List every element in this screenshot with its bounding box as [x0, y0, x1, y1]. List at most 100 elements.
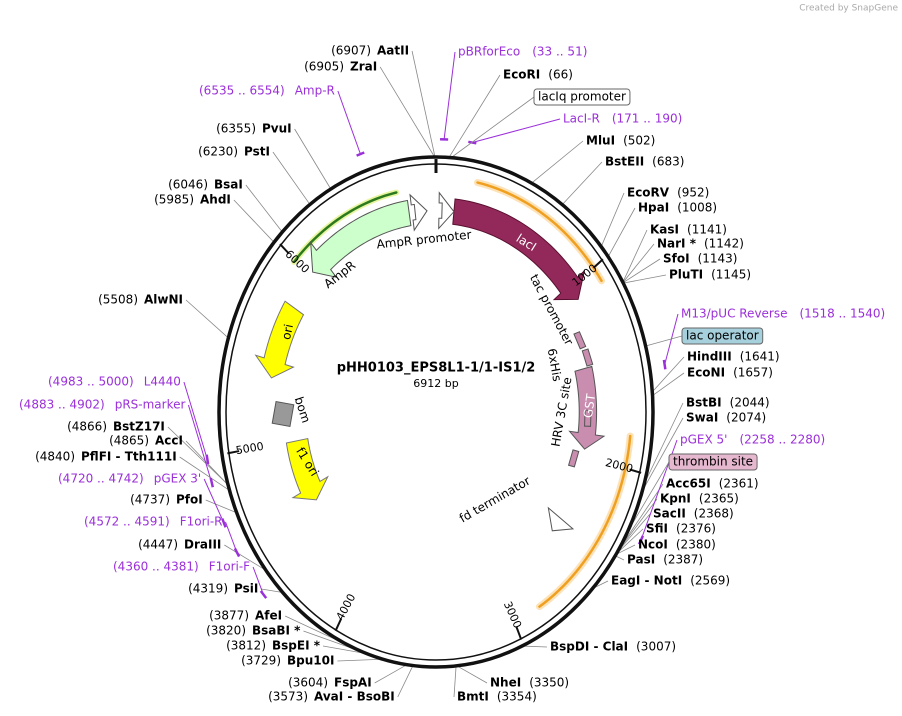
site-name: PflFI - Tth111I	[81, 450, 177, 464]
site-leader	[379, 66, 435, 158]
site-name: PasI	[627, 553, 655, 567]
annotation-box	[533, 88, 631, 106]
site-position: (6230)	[198, 145, 238, 159]
site-position: (2044)	[730, 396, 770, 410]
primer-range: (33 .. 51)	[532, 45, 587, 59]
site-position: (2365)	[699, 492, 739, 506]
annotation-leader	[627, 461, 670, 532]
ruler-label: 6000	[282, 248, 311, 277]
site-leader	[453, 665, 457, 698]
site-position: (2569)	[690, 574, 730, 588]
small-feature	[581, 348, 594, 367]
site-name: EagI - NotI	[611, 574, 682, 588]
ruler-tick	[227, 450, 240, 455]
site-position: (6907)	[331, 44, 371, 58]
site-position: (1008)	[677, 201, 717, 215]
annotation-leader	[645, 335, 683, 347]
site-leader	[652, 372, 685, 396]
site-name: SwaI	[686, 411, 718, 425]
leader-lines	[167, 50, 685, 698]
primer-leader	[472, 118, 561, 143]
site-name: BstEII	[605, 155, 644, 169]
primer-range: (4883 .. 4902)	[19, 398, 105, 412]
primer-mark	[205, 454, 210, 465]
primer-name: F1ori-F	[209, 560, 250, 574]
bom-mark	[271, 401, 295, 427]
primer-mark	[221, 518, 227, 528]
site-position: (4865)	[109, 434, 149, 448]
site-leader	[448, 74, 501, 158]
site-position: (3812)	[226, 639, 266, 653]
site-leader	[622, 229, 648, 283]
site-leader	[397, 665, 414, 698]
site-position: (2380)	[676, 538, 716, 552]
primer-leader	[187, 404, 213, 483]
site-name: AhdI	[200, 193, 231, 207]
site-name: AccI	[155, 434, 183, 448]
site-leader	[531, 140, 584, 184]
site-leader	[233, 199, 275, 243]
ruler-label: 3000	[501, 599, 524, 630]
site-name: NcoI	[638, 538, 668, 552]
annotation-leader	[450, 96, 535, 158]
primer-leader	[225, 521, 238, 553]
primer-name: Amp-R	[295, 84, 335, 98]
fd-terminator-arrow	[547, 506, 575, 532]
site-name: PvuI	[262, 122, 292, 136]
site-position: (4319)	[188, 582, 228, 596]
site-leader	[522, 645, 548, 648]
site-name: SfiI	[646, 522, 668, 536]
primer-mark	[233, 547, 241, 558]
primer-leader	[252, 566, 264, 595]
site-position: (3350)	[529, 676, 569, 690]
site-name: BspEI *	[272, 639, 321, 653]
site-position: (2074)	[726, 411, 766, 425]
site-leader	[652, 356, 685, 393]
ruler-label: 5000	[235, 440, 265, 457]
primer-range: (6535 .. 6554)	[199, 84, 285, 98]
orange-band	[538, 434, 632, 608]
site-leader	[607, 207, 636, 257]
primer-name: F1ori-R	[180, 515, 223, 529]
site-position: (3007)	[636, 640, 676, 654]
primer-name: LacI-R	[563, 112, 600, 126]
site-position: (66)	[548, 68, 573, 82]
site-leader	[456, 665, 488, 684]
site-position: (3573)	[268, 690, 308, 704]
ruler-tick	[279, 243, 290, 255]
feature-label: bom	[292, 395, 314, 425]
site-leader	[622, 258, 661, 284]
site-leader	[642, 417, 684, 492]
small-feature	[573, 331, 587, 350]
site-name: DraIII	[184, 538, 221, 552]
primer-leader	[337, 90, 361, 155]
site-position: (4840)	[35, 450, 75, 464]
site-position: (2376)	[676, 522, 716, 536]
site-leader	[261, 588, 283, 593]
f1ori-arrow	[285, 437, 329, 501]
site-name: KpnI	[660, 492, 691, 506]
site-name: EcoRV	[627, 186, 670, 200]
site-name: AatII	[377, 44, 409, 58]
primer-name: pGEX 5'	[680, 433, 727, 447]
site-name: PsiI	[234, 582, 258, 596]
primer-leader	[203, 478, 225, 524]
gst-arrow	[568, 365, 606, 450]
primer-range: (171 .. 190)	[612, 112, 682, 126]
site-leader	[294, 128, 332, 190]
site-position: (1142)	[704, 237, 744, 251]
primer-leader	[443, 51, 456, 140]
site-leader	[179, 456, 230, 491]
site-name: ZraI	[350, 60, 377, 74]
primer-mark	[637, 535, 645, 545]
site-name: AfeI	[255, 609, 282, 623]
primer-mark	[259, 590, 268, 599]
ruler-label: 4000	[334, 592, 359, 623]
site-leader	[600, 192, 625, 247]
site-name: NheI	[490, 676, 521, 690]
backbone-outer	[217, 155, 655, 669]
ampr-promoter-arrow	[409, 193, 428, 232]
site-position: (1145)	[711, 268, 751, 282]
green-band	[292, 191, 398, 264]
primer-range: (2258 .. 2280)	[739, 433, 825, 447]
